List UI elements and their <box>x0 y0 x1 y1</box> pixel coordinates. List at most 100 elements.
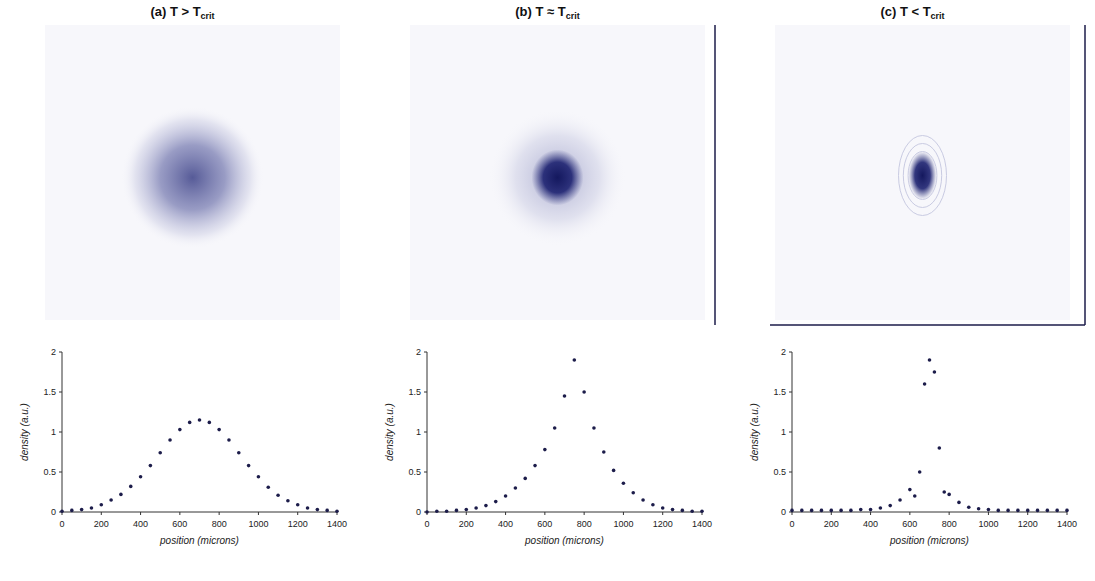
data-point <box>612 469 616 473</box>
x-tick <box>297 512 298 515</box>
data-point <box>829 509 833 513</box>
points <box>60 418 339 513</box>
y-tick-label: 2 <box>51 347 56 357</box>
x-tick-label: 400 <box>863 519 878 529</box>
data-point <box>592 426 596 430</box>
data-point <box>425 510 429 514</box>
data-point <box>602 450 606 454</box>
data-point <box>266 485 270 489</box>
x-tick <box>909 512 910 515</box>
data-point <box>149 464 153 468</box>
x-tick <box>870 512 871 515</box>
data-point <box>445 509 449 513</box>
image-background <box>410 25 705 320</box>
y-tick <box>789 472 792 473</box>
data-point <box>494 500 498 504</box>
data-point <box>325 509 329 513</box>
data-point <box>70 509 74 513</box>
x-tick-label: 800 <box>212 519 227 529</box>
x-tick <box>988 512 989 515</box>
fringe <box>899 136 947 216</box>
x-tick-label: 1200 <box>1018 519 1038 529</box>
y-tick <box>424 432 427 433</box>
data-point <box>1065 509 1069 513</box>
x-tick-label: 1200 <box>288 519 308 529</box>
data-point <box>99 503 103 507</box>
data-point <box>681 509 685 513</box>
data-point <box>1026 509 1030 513</box>
data-point <box>1055 509 1059 513</box>
points <box>425 358 704 514</box>
data-point <box>651 503 655 507</box>
x-tick <box>949 512 950 515</box>
x-tick-label: 1200 <box>653 519 673 529</box>
data-point <box>879 506 883 510</box>
y-tick-label: 0 <box>51 507 56 517</box>
y-tick-label: 0.5 <box>408 467 421 477</box>
data-point <box>257 475 261 479</box>
data-point <box>839 509 843 513</box>
data-point <box>474 506 478 510</box>
y-tick <box>424 392 427 393</box>
x-tick <box>258 512 259 515</box>
data-point <box>523 477 527 481</box>
x-tick <box>466 512 467 515</box>
data-point <box>286 499 290 503</box>
data-point <box>119 493 123 497</box>
x-tick-label: 600 <box>902 519 917 529</box>
data-point <box>533 464 537 468</box>
data-point <box>158 451 162 455</box>
x-axis <box>62 512 337 513</box>
y-tick-label: 0.5 <box>43 467 56 477</box>
y-axis-title: density (a.u.) <box>384 403 395 461</box>
x-tick-label: 0 <box>424 519 429 529</box>
data-point <box>790 509 794 513</box>
data-point <box>168 438 172 442</box>
x-tick <box>179 512 180 515</box>
data-point <box>923 382 927 386</box>
data-point <box>928 358 932 362</box>
data-point <box>139 475 143 479</box>
x-tick-label: 200 <box>824 519 839 529</box>
data-point <box>504 494 508 498</box>
data-point <box>178 428 182 432</box>
points <box>790 358 1069 512</box>
y-tick-label: 1.5 <box>773 387 786 397</box>
condensate <box>532 150 584 206</box>
data-point <box>296 503 300 507</box>
data-point <box>1036 509 1040 513</box>
data-point <box>918 470 922 474</box>
data-point <box>810 509 814 513</box>
data-point <box>316 508 320 512</box>
data-point <box>641 498 645 502</box>
data-point <box>276 493 280 497</box>
image-background <box>775 25 1070 320</box>
x-tick <box>505 512 506 515</box>
data-point <box>908 488 912 492</box>
title-subscript: crit <box>201 11 215 21</box>
panel-title: (c) T < Tcrit <box>880 4 944 21</box>
y-tick <box>424 352 427 353</box>
y-tick <box>424 472 427 473</box>
data-point <box>129 485 133 489</box>
x-axis <box>792 512 1067 513</box>
data-point <box>977 507 981 511</box>
thermal-cloud <box>121 106 265 250</box>
x-axis-title: position (microns) <box>889 535 969 546</box>
data-point <box>913 494 917 498</box>
x-tick-label: 800 <box>577 519 592 529</box>
x-tick <box>584 512 585 515</box>
y-tick-label: 1.5 <box>408 387 421 397</box>
data-point <box>800 509 804 513</box>
x-tick-label: 600 <box>537 519 552 529</box>
data-point <box>947 493 951 497</box>
data-point <box>198 418 202 422</box>
x-tick <box>101 512 102 515</box>
data-point <box>671 508 675 512</box>
title-subscript: crit <box>566 11 580 21</box>
x-tick <box>140 512 141 515</box>
x-tick <box>1027 512 1028 515</box>
x-tick <box>219 512 220 515</box>
x-tick <box>623 512 624 515</box>
y-tick <box>789 392 792 393</box>
